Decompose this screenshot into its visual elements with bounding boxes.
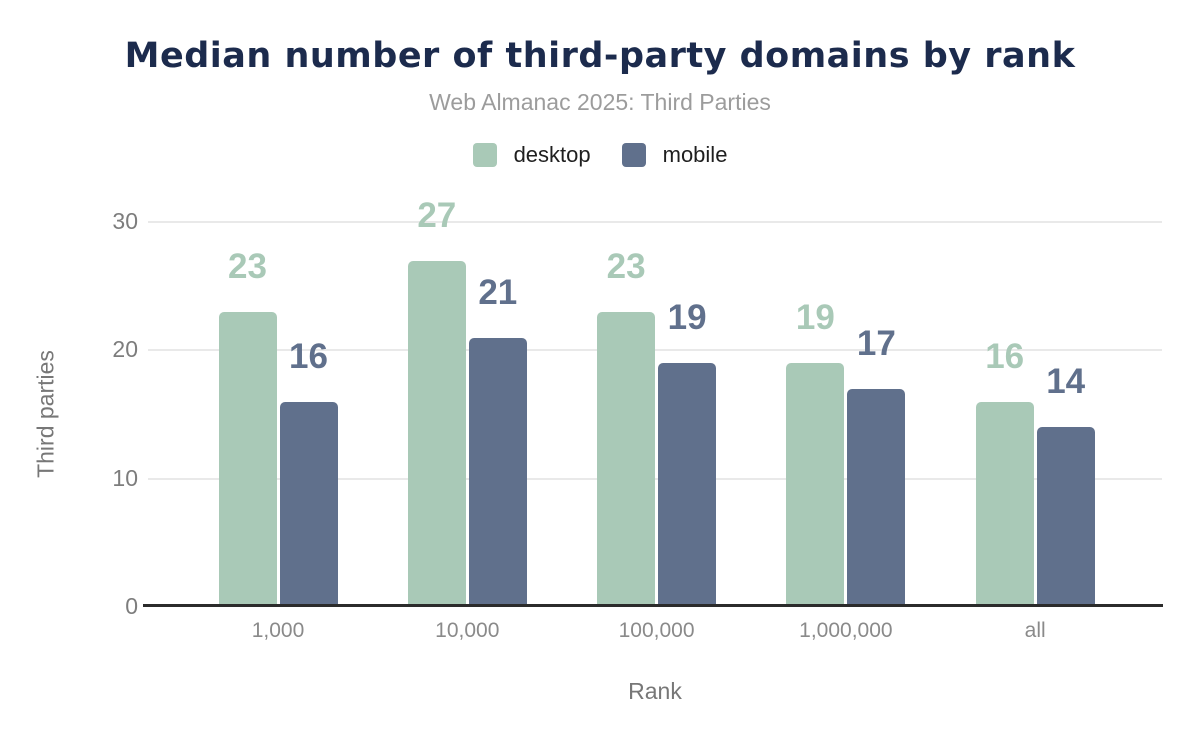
y-tick-label: 10 xyxy=(112,464,138,491)
bar-rect xyxy=(1036,427,1095,607)
y-axis-ticks: 0 10 20 30 xyxy=(0,210,138,618)
x-axis-line xyxy=(143,604,1163,607)
bar-desktop: 27 xyxy=(407,198,466,607)
chart-title: Median number of third-party domains by … xyxy=(124,36,1076,76)
bar-value-label: 14 xyxy=(1046,362,1086,402)
gridline xyxy=(148,221,1162,223)
legend-label: desktop xyxy=(513,142,591,167)
x-category-label: 10,000 xyxy=(435,619,500,642)
bar-group: 23 19 xyxy=(597,222,717,607)
bar-group: 16 14 xyxy=(975,222,1095,607)
plot-area: 23 16 27 21 23 19 19 17 16 14 xyxy=(148,198,1162,607)
bar-rect xyxy=(279,401,338,607)
y-tick-label: 0 xyxy=(125,593,138,619)
legend-item-desktop: desktop xyxy=(472,142,591,168)
mobile-swatch-icon xyxy=(621,143,646,167)
bar-rect xyxy=(786,363,845,607)
bar-desktop: 16 xyxy=(975,339,1034,607)
x-category-label: 1,000 xyxy=(251,619,305,642)
y-tick-label: 20 xyxy=(112,336,138,363)
bar-mobile: 14 xyxy=(1036,364,1095,607)
bar-desktop: 23 xyxy=(597,249,656,607)
bar-value-label: 19 xyxy=(667,298,707,338)
bar-rect xyxy=(847,388,906,607)
bar-value-label: 16 xyxy=(985,336,1025,376)
bar-value-label: 16 xyxy=(289,336,328,376)
bar-value-label: 27 xyxy=(417,195,457,235)
bar-desktop: 19 xyxy=(786,300,845,607)
bar-rect xyxy=(597,311,656,607)
desktop-swatch-icon xyxy=(472,143,497,167)
bar-rect xyxy=(468,337,527,607)
bar-group: 27 21 xyxy=(407,198,527,607)
bar-group: 19 17 xyxy=(786,222,906,607)
bar-rect xyxy=(658,363,717,607)
bar-value-label: 23 xyxy=(606,246,646,286)
chart-subtitle: Web Almanac 2025: Third Parties xyxy=(429,89,771,115)
x-axis-labels: 1,000 10,000 100,000 1,000,000 all xyxy=(148,619,1162,649)
bar-value-label: 17 xyxy=(856,323,896,363)
y-tick-label: 30 xyxy=(112,208,138,234)
bar-value-label: 23 xyxy=(228,246,267,286)
bar-value-label: 19 xyxy=(795,298,835,338)
legend: desktop mobile xyxy=(0,142,1200,168)
bar-desktop: 23 xyxy=(218,249,277,607)
bar-mobile: 21 xyxy=(468,275,527,607)
x-axis-title: Rank xyxy=(628,678,682,704)
bar-group: 23 16 xyxy=(218,222,338,607)
bar-rect xyxy=(407,260,466,607)
legend-item-mobile: mobile xyxy=(621,142,728,168)
x-category-label: 100,000 xyxy=(618,619,695,642)
x-category-label: all xyxy=(1024,619,1046,642)
bar-mobile: 16 xyxy=(279,339,338,607)
bar-rect xyxy=(218,311,277,607)
bar-mobile: 17 xyxy=(847,326,906,607)
x-category-label: 1,000,000 xyxy=(799,619,893,642)
legend-label: mobile xyxy=(662,142,728,167)
bar-rect xyxy=(975,401,1034,607)
bar-value-label: 21 xyxy=(478,272,518,312)
bar-mobile: 19 xyxy=(658,300,717,607)
